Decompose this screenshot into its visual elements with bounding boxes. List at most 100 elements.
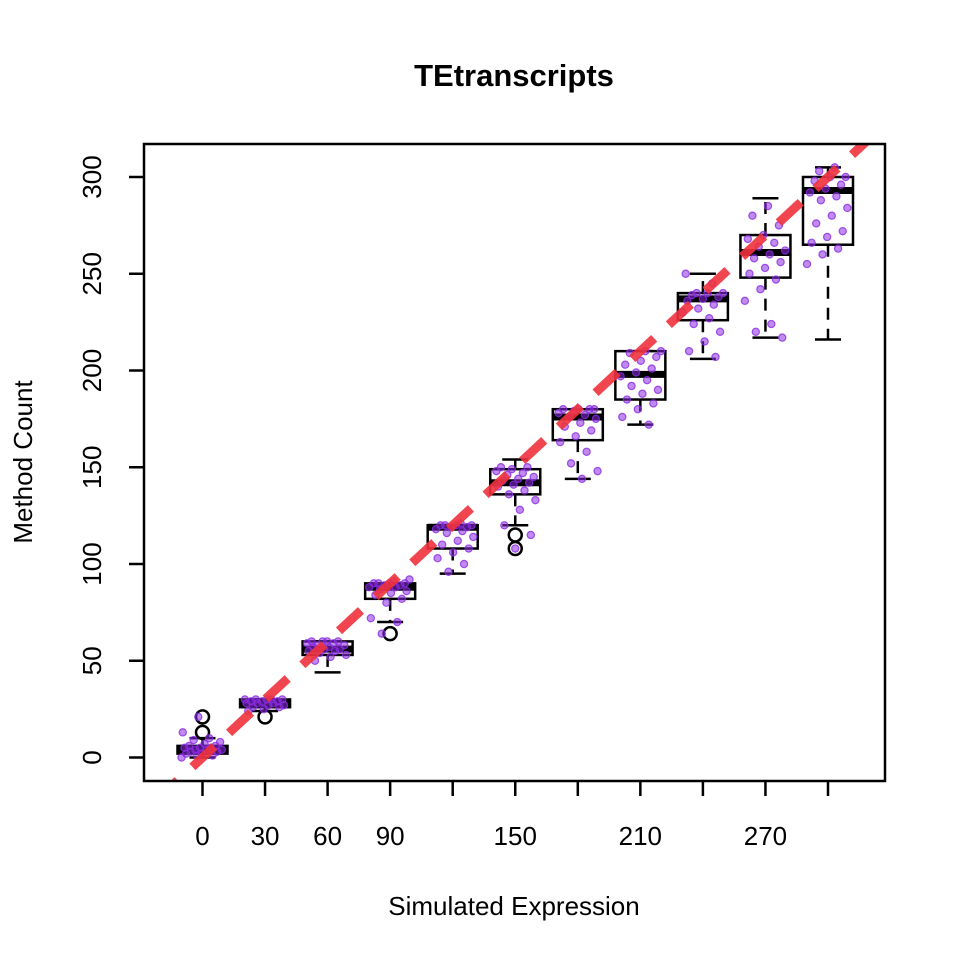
- points-group-120: [431, 519, 478, 576]
- data-point: [653, 385, 663, 395]
- data-point: [776, 257, 785, 267]
- y-axis: 0 50 100 150 200 250 300: [77, 155, 144, 765]
- data-point: [526, 530, 535, 540]
- data-point: [405, 575, 414, 584]
- data-point: [558, 405, 568, 414]
- x-tick-label: 150: [494, 821, 537, 851]
- data-point: [631, 368, 641, 377]
- x-tick-label: 60: [313, 821, 342, 851]
- data-point: [496, 463, 506, 472]
- data-point: [307, 637, 316, 646]
- data-point: [524, 478, 534, 487]
- data-point: [448, 548, 458, 557]
- data-point: [184, 741, 194, 751]
- x-tick-label: 270: [744, 821, 787, 851]
- x-tick-label: 210: [619, 821, 662, 851]
- data-point: [700, 337, 709, 346]
- data-point: [618, 412, 627, 422]
- data-point: [684, 346, 694, 356]
- data-point: [382, 598, 391, 607]
- data-point: [531, 495, 540, 505]
- data-point: [591, 414, 601, 424]
- x-axis-label: Simulated Expression: [388, 891, 639, 921]
- data-point: [515, 505, 525, 515]
- data-point: [642, 375, 652, 385]
- data-point: [205, 733, 214, 743]
- data-point: [326, 652, 335, 662]
- outlier-point: [194, 724, 211, 741]
- data-point: [802, 259, 812, 269]
- data-point: [509, 480, 518, 489]
- data-point: [745, 269, 754, 278]
- x-tick-label: 90: [376, 821, 405, 851]
- y-tick-label: 150: [77, 446, 107, 489]
- data-point: [442, 528, 452, 538]
- data-point: [507, 464, 517, 474]
- data-point: [278, 695, 287, 704]
- data-point: [529, 472, 538, 482]
- data-point: [843, 203, 852, 213]
- data-point: [341, 650, 351, 660]
- box-group-240: [676, 272, 730, 361]
- data-point: [377, 629, 386, 638]
- data-point: [500, 521, 509, 530]
- outlier-point: [507, 527, 523, 543]
- y-tick-label: 200: [77, 349, 107, 392]
- data-point: [760, 263, 770, 273]
- data-point: [200, 739, 209, 749]
- data-point: [589, 405, 599, 414]
- data-point: [459, 559, 469, 569]
- data-point: [340, 641, 349, 650]
- data-point: [386, 588, 396, 598]
- data-point: [681, 269, 690, 278]
- x-tick-label: 30: [251, 821, 280, 851]
- data-point: [194, 712, 203, 722]
- y-tick-label: 100: [77, 542, 107, 585]
- data-point: [178, 728, 187, 737]
- data-point: [827, 211, 836, 220]
- data-point: [397, 594, 407, 604]
- data-point: [816, 196, 826, 205]
- data-point: [711, 352, 720, 362]
- data-point: [467, 521, 476, 530]
- data-point: [633, 405, 643, 414]
- data-point: [593, 466, 602, 476]
- data-point: [841, 172, 850, 182]
- data-point: [812, 219, 821, 228]
- data-point: [767, 319, 776, 329]
- data-point: [822, 232, 832, 242]
- data-point: [689, 319, 698, 329]
- data-point: [393, 617, 402, 627]
- data-point: [622, 395, 632, 404]
- data-point: [636, 356, 645, 366]
- data-point: [518, 468, 528, 478]
- data-point: [240, 695, 250, 704]
- points-group-180: [554, 405, 602, 484]
- x-tick-label: 0: [195, 821, 209, 851]
- data-point: [576, 418, 585, 427]
- data-point: [715, 327, 725, 336]
- data-point: [807, 238, 816, 247]
- data-point: [705, 314, 714, 323]
- data-point: [751, 327, 760, 336]
- data-point: [251, 695, 261, 704]
- y-tick-label: 250: [77, 252, 107, 295]
- reference-line: [170, 144, 871, 781]
- chart-title: TEtranscripts: [414, 58, 614, 93]
- data-point: [748, 211, 757, 220]
- data-point: [333, 637, 343, 646]
- points-group-240: [678, 269, 728, 362]
- data-point: [718, 288, 728, 298]
- data-point: [438, 540, 447, 549]
- data-point: [743, 234, 753, 244]
- data-point: [765, 250, 774, 259]
- data-point: [555, 437, 565, 447]
- data-point: [217, 745, 227, 754]
- data-point: [780, 246, 790, 255]
- data-point: [749, 254, 759, 263]
- y-tick-label: 0: [77, 750, 107, 764]
- data-point: [709, 300, 719, 309]
- points-group-30: [240, 695, 289, 716]
- data-point: [698, 294, 708, 304]
- data-point: [836, 180, 846, 189]
